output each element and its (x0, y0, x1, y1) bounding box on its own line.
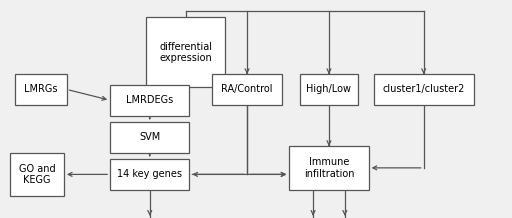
Text: 14 key genes: 14 key genes (117, 169, 182, 179)
Text: GO and
KEGG: GO and KEGG (19, 164, 55, 185)
FancyBboxPatch shape (110, 85, 189, 116)
Text: differential
expression: differential expression (159, 41, 212, 63)
FancyBboxPatch shape (289, 146, 369, 190)
FancyBboxPatch shape (146, 17, 225, 87)
FancyBboxPatch shape (300, 74, 358, 105)
FancyBboxPatch shape (15, 74, 67, 105)
Text: SVM: SVM (139, 132, 160, 142)
FancyBboxPatch shape (10, 153, 64, 196)
FancyBboxPatch shape (374, 74, 474, 105)
FancyBboxPatch shape (110, 159, 189, 190)
FancyBboxPatch shape (212, 74, 282, 105)
Text: Immune
infiltration: Immune infiltration (304, 157, 354, 179)
Text: cluster1/cluster2: cluster1/cluster2 (382, 84, 465, 94)
FancyBboxPatch shape (110, 122, 189, 153)
Text: LMRDEGs: LMRDEGs (126, 95, 174, 105)
Text: RA/Control: RA/Control (221, 84, 273, 94)
Text: LMRGs: LMRGs (24, 84, 58, 94)
Text: High/Low: High/Low (307, 84, 351, 94)
